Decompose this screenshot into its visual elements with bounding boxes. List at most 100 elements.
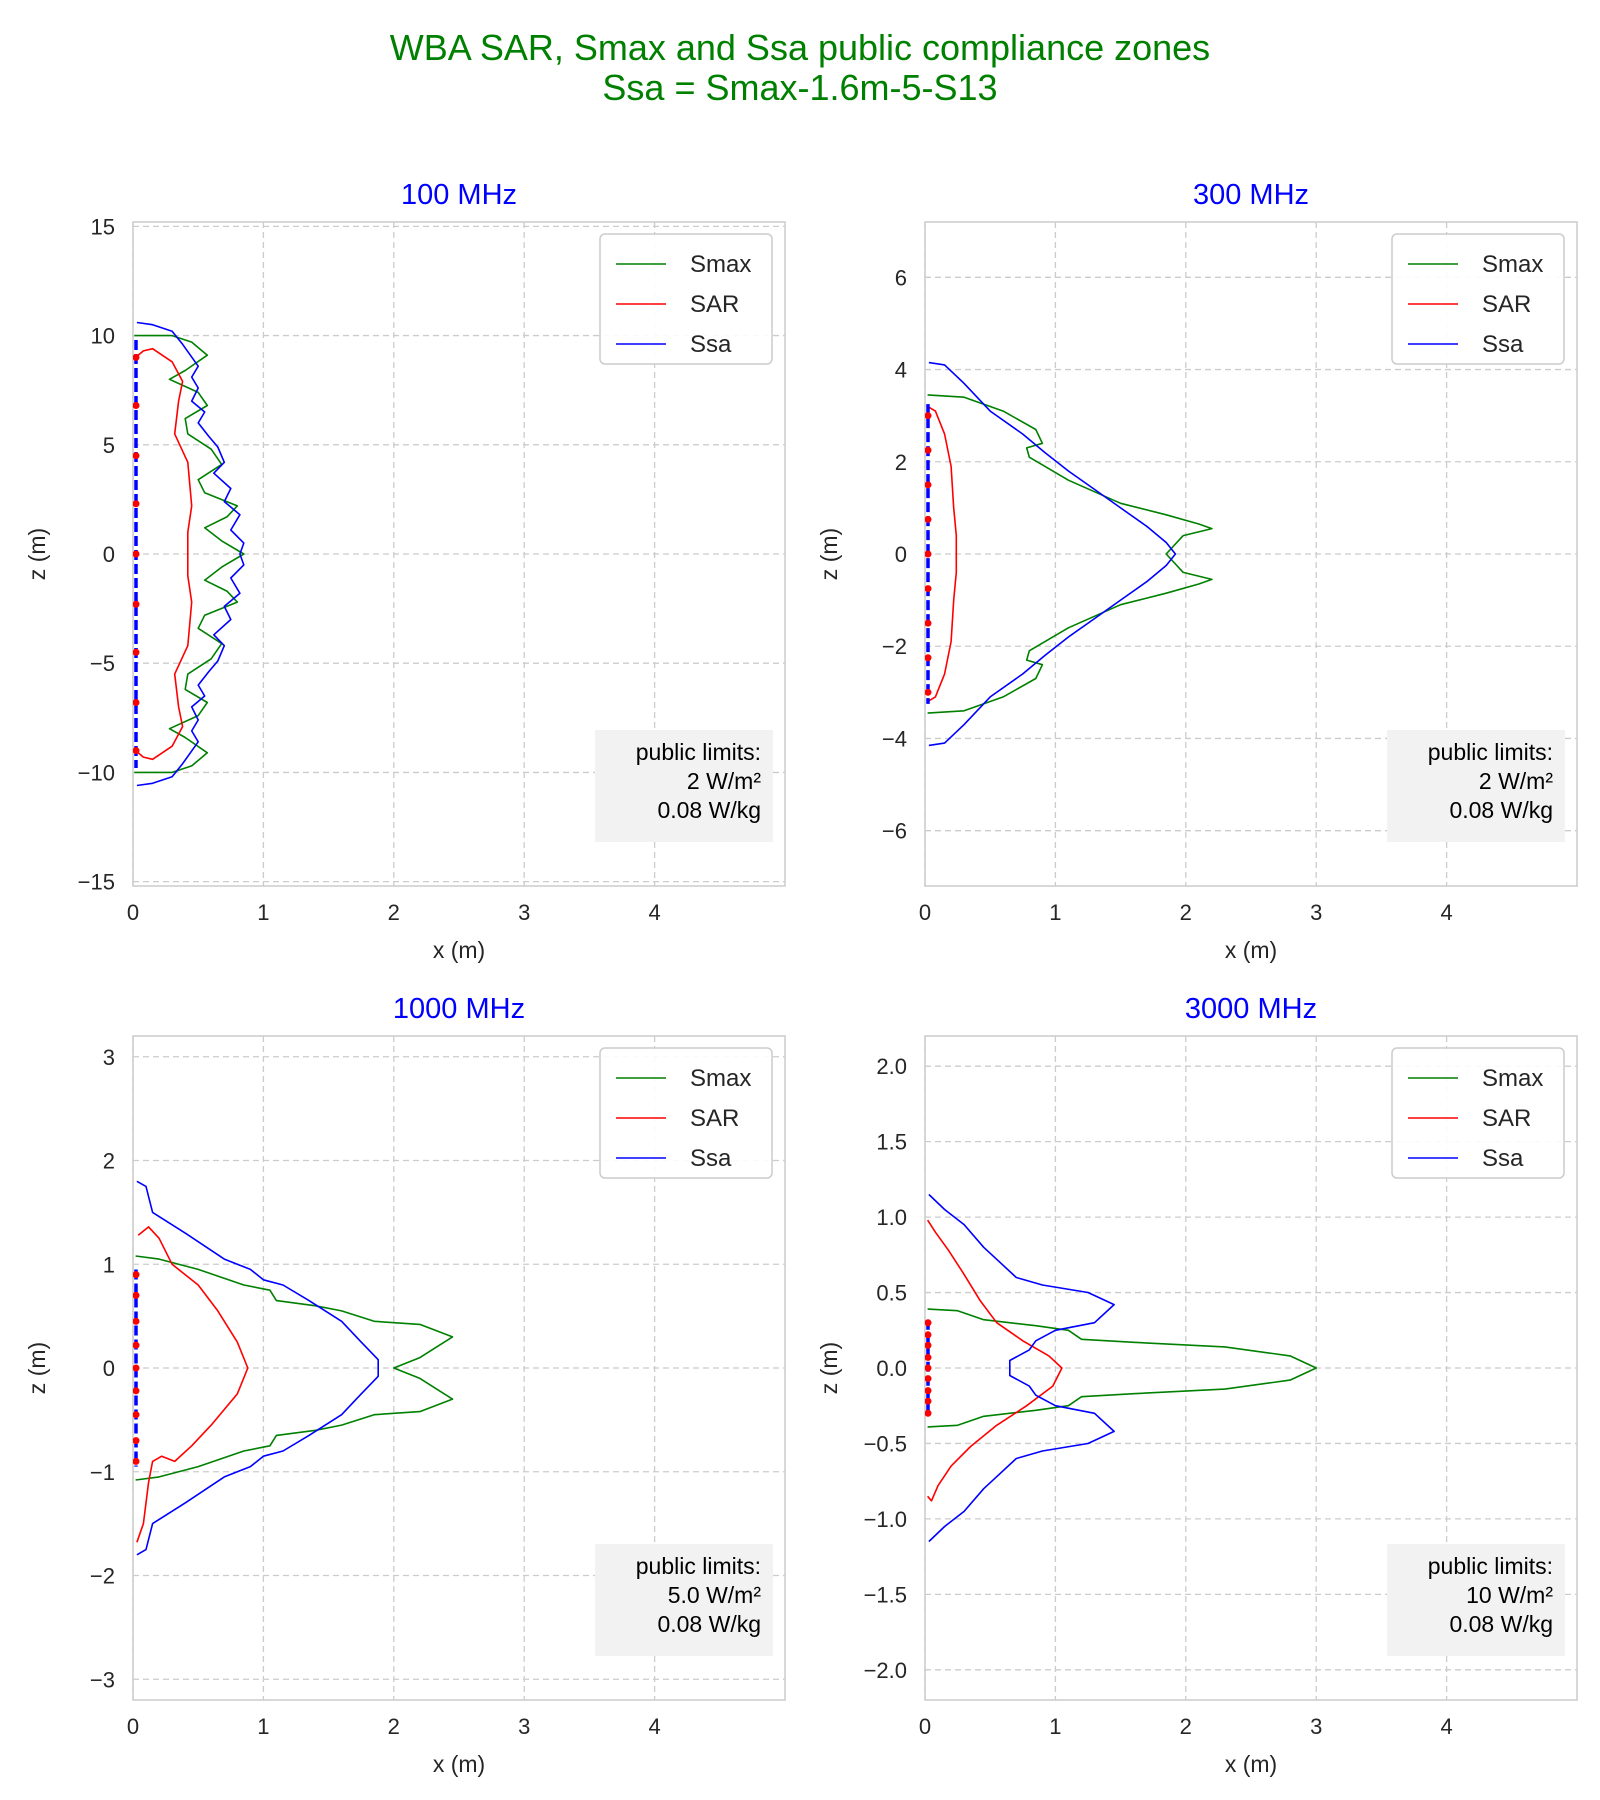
y-tick-label: −4 — [882, 726, 907, 751]
x-tick-label: 0 — [127, 1714, 139, 1739]
series-group — [925, 361, 1213, 747]
chart-panel-3: 0 1 2 3 4 −3 −2 −1 0 1 2 3 x (m) z (m) 1000 MHz Smax SAR… — [24, 993, 786, 1777]
legend-label: SAR — [1482, 1105, 1531, 1132]
x-axis-label: x (m) — [433, 937, 485, 963]
antenna-element-dot — [133, 550, 140, 558]
series-group — [925, 1193, 1317, 1543]
series-line-ssa — [136, 321, 245, 787]
annotation-line: 5.0 W/m² — [668, 1582, 762, 1608]
y-tick-label: −0.5 — [864, 1431, 907, 1456]
annotation-box — [595, 1544, 773, 1656]
y-axis-label: z (m) — [816, 528, 842, 580]
series-line-smax — [135, 1255, 454, 1481]
antenna-element-dot — [925, 515, 932, 523]
x-tick-label: 1 — [1049, 1714, 1061, 1739]
legend: Smax SAR Ssa — [1391, 233, 1565, 365]
antenna-element-dot — [925, 1409, 932, 1417]
y-tick-label: 5 — [103, 433, 115, 458]
y-tick-label: −5 — [90, 651, 115, 676]
legend: Smax SAR Ssa — [1391, 1047, 1565, 1179]
series-line-sar — [927, 405, 958, 703]
antenna-element-dot — [133, 1291, 140, 1299]
annotation-line: 0.08 W/kg — [657, 1611, 761, 1637]
y-tick-label: 1.5 — [876, 1130, 907, 1155]
x-tick-label: 4 — [648, 900, 660, 925]
x-tick-label: 4 — [648, 1714, 660, 1739]
antenna-element-dot — [133, 1271, 140, 1279]
y-tick-label: 0.5 — [876, 1281, 907, 1306]
x-tick-label: 0 — [127, 900, 139, 925]
antenna-element-dot — [133, 1364, 140, 1372]
y-tick-label: 2 — [103, 1149, 115, 1174]
antenna-element-dot — [925, 481, 932, 489]
series-line-ssa — [928, 361, 1177, 747]
y-tick-label: 6 — [895, 265, 907, 290]
chart-panel-4: 0 1 2 3 4 −2.0 −1.5 −1.0 −0.5 0.0 0.5 1.0 1.5 2.0 x (m… — [816, 993, 1578, 1777]
x-tick-label: 3 — [1310, 900, 1322, 925]
legend-label: Smax — [1482, 1065, 1543, 1092]
legend-label: SAR — [690, 1105, 739, 1132]
y-tick-label: −6 — [882, 819, 907, 844]
annotation-box — [1387, 730, 1565, 842]
y-tick-label: 2.0 — [876, 1054, 907, 1079]
antenna-element-dot — [133, 1317, 140, 1325]
x-tick-label: 2 — [1180, 900, 1192, 925]
antenna-element-dot — [133, 699, 140, 707]
annotation-line: public limits: — [1428, 739, 1553, 765]
series-line-ssa — [928, 1193, 1115, 1543]
limits-annotation: public limits: 5.0 W/m² 0.08 W/kg — [595, 1544, 773, 1656]
antenna-element-dot — [925, 1353, 932, 1361]
legend: Smax SAR Ssa — [599, 233, 773, 365]
panel-title: 100 MHz — [401, 179, 517, 211]
antenna-element-dot — [133, 401, 140, 409]
y-tick-label: 0.0 — [876, 1356, 907, 1381]
y-tick-label: −2.0 — [864, 1658, 907, 1683]
x-tick-label: 1 — [257, 1714, 269, 1739]
x-tick-label: 3 — [518, 900, 530, 925]
antenna-element-dot — [925, 619, 932, 627]
annotation-line: 0.08 W/kg — [1449, 1611, 1553, 1637]
x-tick-label: 0 — [919, 900, 931, 925]
y-tick-label: 1.0 — [876, 1205, 907, 1230]
x-axis-label: x (m) — [1225, 937, 1277, 963]
y-tick-label: 4 — [895, 358, 907, 383]
panel-title: 1000 MHz — [393, 993, 525, 1025]
antenna-element-dot — [133, 1387, 140, 1395]
legend-label: Ssa — [690, 331, 732, 358]
series-group — [133, 321, 245, 787]
annotation-line: 2 W/m² — [687, 768, 761, 794]
legend-box — [1391, 233, 1565, 365]
figure-title-line-2: Ssa = Smax-1.6m-5-S13 — [602, 67, 998, 108]
y-tick-label: −10 — [78, 760, 115, 785]
series-group — [133, 1180, 454, 1556]
antenna-element-dot — [925, 1341, 932, 1349]
antenna-element-dot — [925, 1375, 932, 1383]
annotation-line: 10 W/m² — [1466, 1582, 1553, 1608]
legend-label: Ssa — [1482, 1145, 1524, 1172]
annotation-line: 2 W/m² — [1479, 768, 1553, 794]
antenna-element-dot — [925, 1331, 932, 1339]
y-axis-label: z (m) — [24, 528, 50, 580]
series-line-sar — [135, 347, 193, 761]
series-line-sar — [926, 1219, 1063, 1502]
y-tick-label: −2 — [90, 1564, 115, 1589]
antenna-element-dot — [133, 1437, 140, 1445]
y-tick-label: −3 — [90, 1667, 115, 1692]
legend-label: Ssa — [690, 1145, 732, 1172]
annotation-line: 0.08 W/kg — [657, 797, 761, 823]
y-tick-label: 10 — [91, 324, 115, 349]
y-tick-label: −15 — [78, 870, 115, 895]
antenna-element-dot — [925, 412, 932, 420]
antenna-element-dot — [925, 585, 932, 593]
legend-label: Smax — [1482, 251, 1543, 278]
annotation-line: public limits: — [1428, 1553, 1553, 1579]
antenna-element-dot — [133, 500, 140, 508]
antenna-element-dot — [133, 1341, 140, 1349]
y-tick-label: −2 — [882, 634, 907, 659]
x-tick-label: 4 — [1440, 900, 1452, 925]
y-axis-label: z (m) — [816, 1342, 842, 1394]
x-tick-label: 2 — [388, 1714, 400, 1739]
antenna-element-dot — [133, 452, 140, 460]
limits-annotation: public limits: 10 W/m² 0.08 W/kg — [1387, 1544, 1565, 1656]
